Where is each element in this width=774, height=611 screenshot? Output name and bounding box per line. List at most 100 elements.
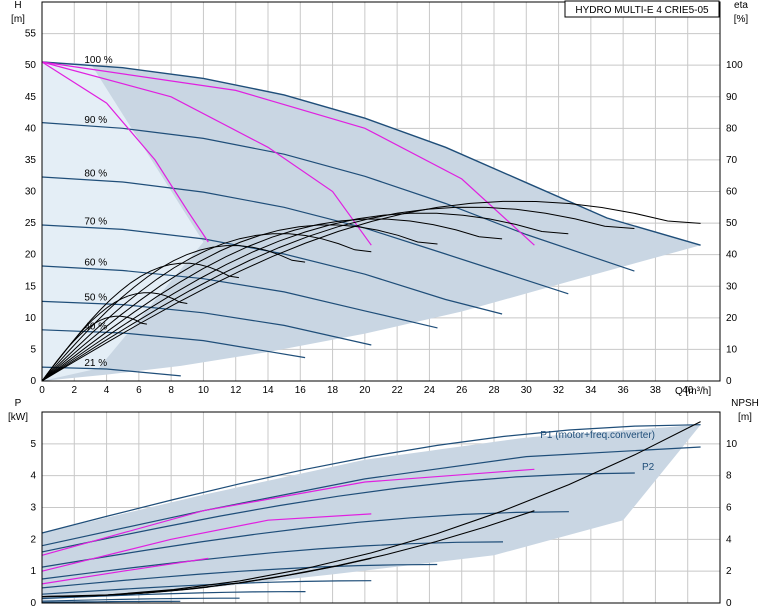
p2-curve <box>41 446 701 547</box>
y-tick-label: 25 <box>25 218 37 229</box>
x-tick-label: 8 <box>168 385 174 396</box>
npsh-unit: [m] <box>738 412 752 423</box>
power-y-tick-label: 2 <box>30 534 36 545</box>
y-tick-label: 30 <box>25 187 37 198</box>
power-curve <box>41 591 306 600</box>
x-tick-label: 22 <box>392 385 404 396</box>
x-tick-label: 34 <box>585 385 597 396</box>
y-tick-label: 35 <box>25 155 37 166</box>
y-tick-label: 55 <box>25 29 37 40</box>
power-frame <box>41 411 721 604</box>
power-curve <box>41 511 569 568</box>
speed-label: 50 % <box>84 292 107 303</box>
power-curve <box>41 541 504 580</box>
power-y-tick-label: 1 <box>30 566 36 577</box>
efficiency-curve <box>41 233 372 382</box>
efficiency-curve <box>41 206 635 382</box>
y2-axis-unit: [%] <box>734 14 749 25</box>
power-limit-curve <box>41 468 535 556</box>
efficiency-curve <box>41 218 503 382</box>
head-curve-90 <box>41 122 635 272</box>
y2-tick-label: 100 <box>726 60 743 71</box>
power-y-unit: [kW] <box>8 412 28 423</box>
power-y-label: P <box>15 398 22 409</box>
head-limit-curve <box>41 61 535 246</box>
y2-tick-label: 20 <box>726 313 738 324</box>
x-tick-label: 40 <box>682 385 694 396</box>
efficiency-curve <box>41 245 306 382</box>
y2-tick-label: 90 <box>726 92 738 103</box>
power-curve <box>41 424 701 534</box>
y2-axis-label: eta <box>734 0 748 11</box>
x-tick-label: 32 <box>553 385 565 396</box>
y-tick-label: 0 <box>30 376 36 387</box>
y2-tick-label: 80 <box>726 123 738 134</box>
x-tick-label: 30 <box>521 385 533 396</box>
x-tick-label: 16 <box>295 385 307 396</box>
x-tick-label: 36 <box>618 385 630 396</box>
head-limit-curve <box>41 61 372 246</box>
power-y-tick-label: 3 <box>30 503 36 514</box>
speed-label: 60 % <box>84 258 107 269</box>
power-limit-curve <box>41 557 209 585</box>
x-tick-label: 14 <box>262 385 274 396</box>
x-tick-label: 20 <box>359 385 371 396</box>
y2-tick-label: 10 <box>726 344 738 355</box>
y2-tick-label: 0 <box>726 376 732 387</box>
y-axis-label: H <box>14 0 21 11</box>
title-box-frame <box>564 0 720 18</box>
y-tick-label: 50 <box>25 60 37 71</box>
y-tick-label: 45 <box>25 92 37 103</box>
head-low-flow-area <box>42 62 204 382</box>
y-tick-label: 10 <box>25 313 37 324</box>
npsh-label: NPSH <box>731 398 759 409</box>
x-tick-label: 6 <box>136 385 142 396</box>
speed-label: 40 % <box>84 321 107 332</box>
npsh-tick-label: 0 <box>726 598 732 609</box>
x-tick-label: 18 <box>327 385 339 396</box>
efficiency-curve <box>41 224 438 382</box>
power-y-tick-label: 0 <box>30 598 36 609</box>
speed-label: 100 % <box>84 55 112 66</box>
npsh-tick-label: 6 <box>726 503 732 514</box>
x-tick-label: 24 <box>424 385 436 396</box>
power-curve <box>41 563 438 589</box>
efficiency-curve <box>41 315 147 382</box>
power-curve <box>41 597 240 602</box>
p1-label: P1 (motor+freq.converter) <box>540 430 655 441</box>
x-tick-label: 38 <box>650 385 662 396</box>
head-curve-70 <box>41 224 503 315</box>
npsh-tick-label: 10 <box>726 439 738 450</box>
x-tick-label: 0 <box>39 385 45 396</box>
y-tick-label: 15 <box>25 281 37 292</box>
y-tick-label: 40 <box>25 123 37 134</box>
chart-title-box: HYDRO MULTI-E 4 CRIE5-05 <box>564 0 720 18</box>
speed-label: 70 % <box>84 217 107 228</box>
head-curve-60 <box>41 265 438 329</box>
y-axis-unit: [m] <box>11 14 25 25</box>
head-curve-100 <box>41 61 701 246</box>
y2-tick-label: 40 <box>726 250 738 261</box>
head-limit-curve <box>41 61 209 243</box>
y2-tick-label: 60 <box>726 187 738 198</box>
x-tick-label: 2 <box>72 385 78 396</box>
efficiency-curve <box>41 200 701 382</box>
npsh-curve <box>41 586 209 598</box>
y2-tick-label: 30 <box>726 281 738 292</box>
x-tick-label: 12 <box>230 385 242 396</box>
power-curve <box>41 472 635 553</box>
power-operating-area <box>42 424 701 600</box>
y-tick-label: 20 <box>25 250 37 261</box>
power-y-tick-label: 5 <box>30 439 36 450</box>
power-panel: 0 1 2 3 4 5 0 2 4 6 8 10 P [kW] NPSH [m] P1 (motor+freq.… <box>8 398 759 609</box>
y2-tick-label: 70 <box>726 155 738 166</box>
y-tick-label: 5 <box>30 344 36 355</box>
x-tick-label: 4 <box>104 385 110 396</box>
speed-label: 80 % <box>84 169 107 180</box>
speed-label: 90 % <box>84 115 107 126</box>
head-panel: 0 2 4 6 8 10 12 14 16 18 20 22 24 26 28 30 32 34 36 38 40051… <box>11 0 748 397</box>
efficiency-curve <box>41 212 569 382</box>
head-frame <box>41 1 721 382</box>
x-tick-label: 26 <box>456 385 468 396</box>
head-curve-50 <box>41 300 372 346</box>
